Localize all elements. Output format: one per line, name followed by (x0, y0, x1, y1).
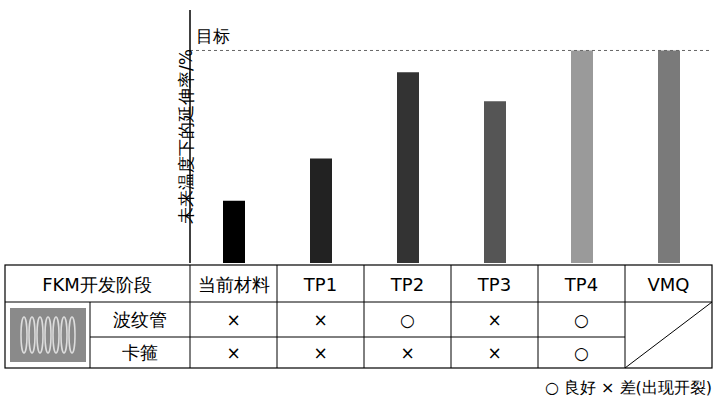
svg-text:TP4: TP4 (564, 274, 598, 295)
svg-text:○: ○ (400, 310, 415, 330)
svg-text:TP2: TP2 (390, 274, 424, 295)
svg-text:○: ○ (574, 310, 589, 330)
svg-text:波纹管: 波纹管 (113, 309, 167, 330)
svg-text:×: × (487, 310, 501, 330)
svg-text:目标: 目标 (196, 26, 230, 46)
svg-text:×: × (313, 310, 327, 330)
svg-text:TP3: TP3 (477, 274, 511, 295)
svg-text:FKM开发阶段: FKM开发阶段 (42, 274, 152, 295)
svg-text:×: × (226, 310, 240, 330)
svg-text:○: ○ (574, 343, 589, 363)
svg-text:卡箍: 卡箍 (122, 342, 158, 363)
svg-text:×: × (226, 343, 240, 363)
svg-text:×: × (313, 343, 327, 363)
svg-text:未来温度下的延伸率/%: 未来温度下的延伸率/% (176, 49, 196, 224)
svg-text:×: × (400, 343, 414, 363)
svg-text:○ 良好 × 差(出现开裂): ○ 良好 × 差(出现开裂) (545, 378, 712, 397)
svg-text:当前材料: 当前材料 (198, 274, 270, 295)
svg-text:TP1: TP1 (303, 274, 337, 295)
svg-text:×: × (487, 343, 501, 363)
svg-text:VMQ: VMQ (647, 274, 689, 295)
